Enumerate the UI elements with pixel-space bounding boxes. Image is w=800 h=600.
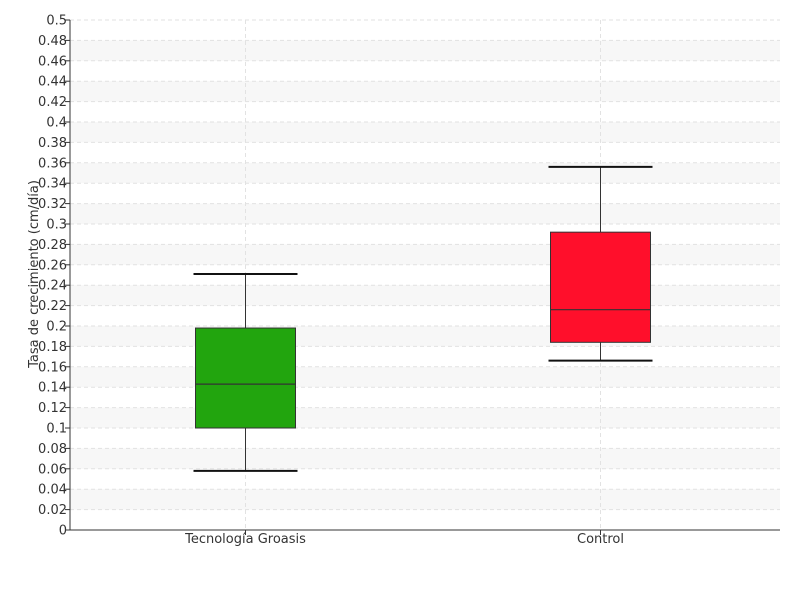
y-tick-label: 0.38 [38,136,67,151]
grid-band [70,122,780,143]
grid-band [70,326,780,347]
x-category-label: Tecnología Groasis [184,532,306,547]
y-tick-label: 0.16 [38,360,67,375]
y-axis-ticks: 0 0.02 0.04 0.06 0.08 0.1 0.12 0.14 0.16 0.18 0.2 0… [38,14,70,539]
y-tick-label: 0.36 [38,156,67,171]
y-tick-label: 0.22 [38,299,67,314]
grid-band [70,244,780,265]
y-tick-label: 0.5 [46,14,67,29]
y-tick-label: 0.32 [38,197,67,212]
y-tick-label: 0.08 [38,442,67,457]
y-tick-label: 0.3 [46,218,67,233]
grid-band [70,366,780,388]
grid-band [70,81,780,102]
y-tick-label: 0.24 [38,279,67,294]
y-tick-label: 0.44 [38,75,67,90]
box-tecnologia-groasis [193,272,298,472]
y-tick-label: 0 [59,524,67,539]
grid-band [70,448,780,469]
iqr-box [195,327,296,429]
box-control [548,165,653,362]
y-tick-label: 0.2 [46,320,67,335]
grid-band [70,162,780,184]
y-tick-label: 0.12 [38,401,67,416]
x-axis-labels: Tecnología Groasis Control [184,530,624,547]
boxes [193,165,653,472]
y-tick-label: 0.06 [38,462,67,477]
y-tick-label: 0.14 [38,381,67,396]
iqr-box [550,231,651,343]
grid-band [70,203,780,224]
y-tick-label: 0.04 [38,483,67,498]
y-tick-label: 0.02 [38,503,67,518]
grid-band [70,285,780,306]
gridlines [70,19,780,530]
y-tick-label: 0.18 [38,340,67,355]
grid-band [70,489,780,510]
y-tick-label: 0.26 [38,258,67,273]
background-bands [70,40,780,510]
grid-band [70,40,780,61]
grid-band [70,407,780,428]
y-tick-label: 0.42 [38,95,67,110]
y-tick-label: 0.28 [38,238,67,253]
axes [69,20,780,531]
y-tick-label: 0.46 [38,54,67,69]
y-axis-title: Tasa de crecimiento (cm/día) [27,180,42,369]
x-category-label: Control [577,532,624,547]
y-tick-label: 0.1 [46,422,67,437]
y-tick-label: 0.48 [38,34,67,49]
y-tick-label: 0.34 [38,177,67,192]
y-tick-label: 0.4 [46,116,67,131]
